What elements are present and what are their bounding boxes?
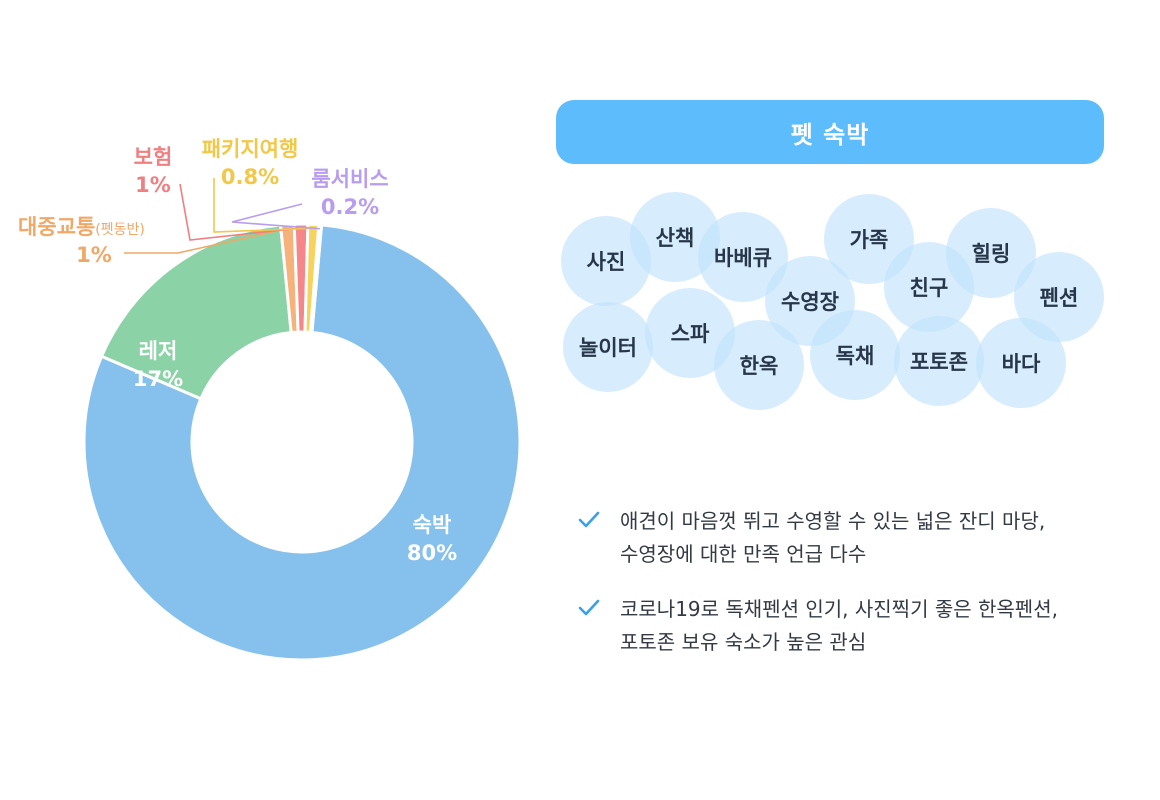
slice-value: 1% — [135, 173, 171, 197]
check-icon — [578, 599, 600, 616]
keyword-label: 산책 — [655, 226, 695, 250]
note-line: 코로나19로 독채펜션 인기, 사진찍기 좋은 한옥펜션, — [620, 597, 1058, 621]
keyword-label: 사진 — [586, 250, 626, 274]
header-title: 펫 숙박 — [790, 120, 870, 149]
note-item: 애견이 마음껏 뛰고 수영할 수 있는 넓은 잔디 마당, 수영장에 대한 만족… — [576, 505, 1146, 571]
keyword-label: 가족 — [849, 228, 889, 252]
keyword-label: 바베큐 — [714, 246, 772, 270]
slice-sublabel: (펫동반) — [95, 222, 145, 238]
leader-line — [213, 178, 314, 233]
keyword-label: 포토존 — [910, 350, 968, 374]
donut-slice — [82, 223, 522, 662]
keyword-label: 놀이터 — [579, 336, 637, 360]
slice-label: 룸서비스 — [311, 167, 388, 191]
keyword-bubble: 놀이터 — [563, 302, 653, 392]
note-item: 코로나19로 독채펜션 인기, 사진찍기 좋은 한옥펜션, 포토존 보유 숙소가… — [576, 593, 1146, 659]
slice-value: 0.2% — [321, 195, 379, 219]
slice-value: 1% — [76, 243, 112, 267]
keyword-bubble: 친구 — [884, 242, 974, 332]
leader-line — [124, 227, 288, 254]
keyword-bubble: 포토존 — [894, 316, 984, 406]
slice-label: 레저 — [139, 339, 178, 363]
keyword-label: 펜션 — [1039, 286, 1079, 310]
donut-chart: 숙박 80% 레저 17% 대중교통(펫동반) 1% 보험 1% 패키지여행 0.8% 룸서비스 0.… — [18, 137, 522, 662]
note-line: 수영장에 대한 만족 언급 다수 — [620, 542, 867, 566]
keyword-label: 수영장 — [781, 290, 839, 314]
keyword-bubble: 바다 — [976, 318, 1066, 408]
slice-value: 80% — [407, 541, 457, 565]
slice-value: 17% — [133, 367, 183, 391]
keyword-bubble: 한옥 — [714, 320, 804, 410]
keyword-label: 힐링 — [971, 242, 1011, 266]
slice-label: 숙박 — [413, 513, 452, 537]
donut-slice — [309, 223, 324, 334]
keyword-label: 스파 — [670, 322, 710, 346]
slice-label: 패키지여행 — [202, 137, 299, 161]
note-line: 애견이 마음껏 뛰고 수영할 수 있는 넓은 잔디 마당, — [620, 509, 1046, 533]
keyword-label: 한옥 — [739, 354, 779, 378]
notes-list: 애견이 마음껏 뛰고 수영할 수 있는 넓은 잔디 마당, 수영장에 대한 만족… — [576, 505, 1146, 681]
keyword-label: 바다 — [1001, 352, 1041, 376]
leader-line — [231, 203, 320, 230]
keyword-bubble: 독채 — [810, 310, 900, 400]
check-icon — [578, 511, 600, 528]
slice-label: 보험 — [134, 145, 173, 169]
note-line: 포토존 보유 숙소가 높은 관심 — [620, 630, 867, 654]
leader-line — [179, 183, 302, 241]
header-pill: 펫 숙박 — [556, 100, 1104, 164]
slice-label: 대중교통(펫동반) — [18, 215, 145, 239]
keyword-label: 독채 — [835, 344, 875, 368]
slice-value: 0.8% — [221, 165, 279, 189]
keyword-cloud: 사진 산책 바베큐 가족 힐링 수영장 친구 펜션 놀이터 스파 한옥 독채 포… — [540, 180, 1140, 430]
keyword-label: 친구 — [909, 276, 949, 300]
